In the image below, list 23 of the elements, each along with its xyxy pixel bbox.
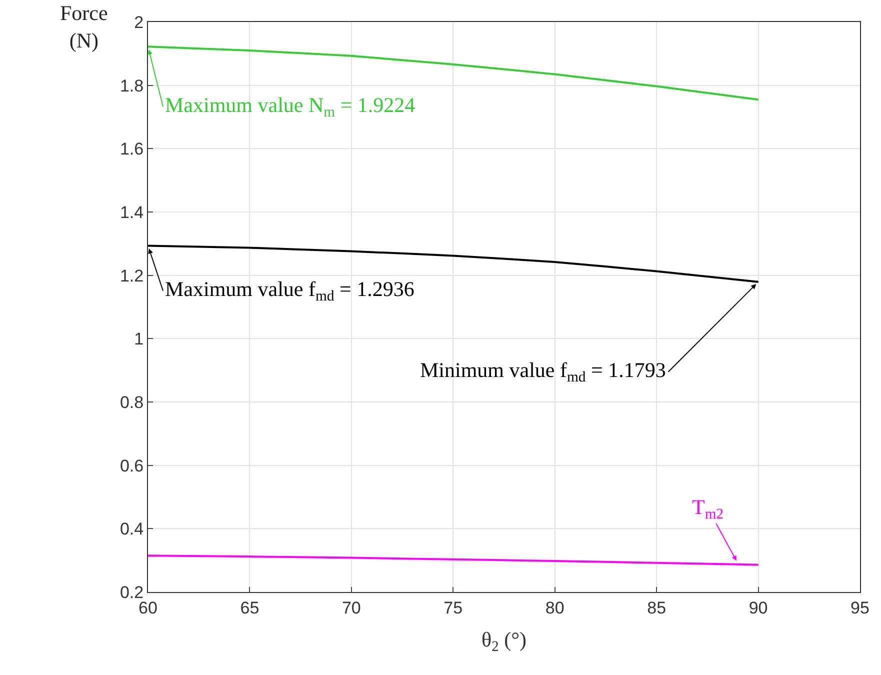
y-tick-label: 1.2 — [120, 266, 144, 286]
annotation: Minimum value f$_{md}$ = 1.1793 — [420, 358, 666, 386]
y-tick-label: 1.6 — [120, 140, 144, 159]
x-tick-label: 85 — [647, 598, 666, 618]
x-tick-label: 75 — [444, 598, 463, 618]
y-tick-label: 2 — [134, 12, 144, 32]
x-axis-title: θ$_{2}$ (°) — [481, 628, 527, 656]
x-tick-label: 95 — [850, 598, 870, 618]
y-axis-title: Force (N) — [60, 1, 108, 52]
y-tick-label: 0.8 — [120, 392, 144, 412]
x-tick-label: 80 — [545, 598, 564, 618]
annotation: T$_{m2}$ — [692, 495, 724, 522]
x-tick-label: 70 — [342, 598, 361, 618]
y-tick-label: 1 — [134, 330, 144, 349]
y-tick-label: 0.6 — [120, 456, 144, 476]
y-tick-label: 1.4 — [120, 202, 144, 222]
y-tick-label: 1.8 — [120, 76, 144, 96]
annotation: Maximum value N$_{m}$ = 1.9224 — [165, 93, 416, 120]
x-tick-label: 65 — [240, 598, 260, 618]
y-tick-label: 0.4 — [120, 520, 144, 539]
line-series — [148, 554, 760, 566]
x-tick-label: 90 — [748, 598, 768, 618]
annotation: Maximum value f$_{md}$ = 1.2936 — [165, 277, 414, 304]
